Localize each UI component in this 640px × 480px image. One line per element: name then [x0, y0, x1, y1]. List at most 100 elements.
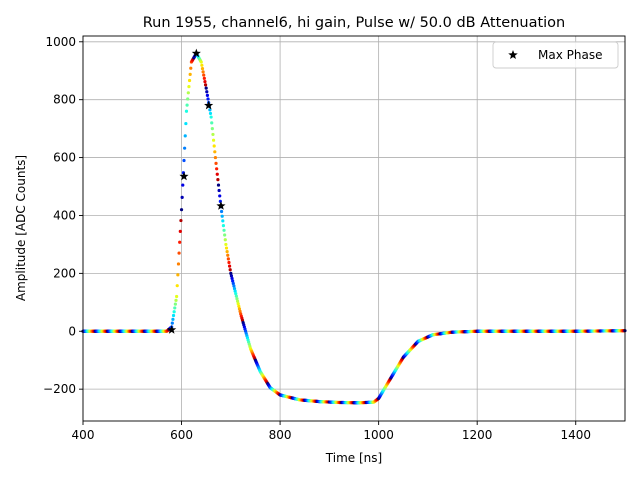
- y-tick-label: 400: [53, 208, 76, 222]
- pulse-point: [178, 240, 182, 244]
- pulse-point: [237, 307, 242, 311]
- pulse-point: [184, 121, 188, 126]
- pulse-point: [211, 138, 216, 142]
- pulse-point: [187, 78, 192, 83]
- pulse-point: [189, 66, 193, 70]
- legend: Max Phase: [492, 41, 619, 69]
- pulse-point: [229, 274, 234, 278]
- pulse-point: [236, 302, 240, 306]
- pulse-point: [227, 260, 231, 265]
- y-tick-label: 200: [53, 266, 76, 280]
- pulse-point: [221, 219, 225, 223]
- pulse-point: [218, 199, 222, 203]
- pulse-point: [186, 97, 190, 101]
- legend-label-max-phase: Max Phase: [538, 48, 602, 62]
- pulse-point: [177, 251, 181, 255]
- pulse-point: [182, 158, 186, 163]
- max-phase-marker: [204, 100, 214, 110]
- pulse-point: [218, 194, 222, 198]
- pulse-point: [226, 257, 230, 261]
- pulse-point: [225, 250, 229, 254]
- pulse-point: [230, 276, 234, 281]
- pulse-point: [208, 108, 212, 112]
- max-phase-marker: [216, 201, 226, 210]
- max-phase-series: [167, 48, 226, 334]
- x-tick-label: 800: [269, 428, 292, 442]
- pulse-point: [234, 294, 238, 298]
- chart-title: Run 1955, channel6, hi gain, Pulse w/ 50…: [143, 15, 566, 31]
- pulse-point: [184, 109, 189, 113]
- pulse-point: [200, 66, 205, 71]
- pulse-point: [210, 121, 214, 125]
- pulse-point: [232, 286, 237, 291]
- x-tick-label: 600: [170, 428, 193, 442]
- legend-box: [492, 41, 619, 69]
- pulse-point: [200, 63, 204, 67]
- pulse-point: [178, 229, 182, 233]
- pulse-point: [219, 209, 224, 214]
- pulse-point: [221, 224, 226, 228]
- pulse-point: [217, 188, 221, 193]
- y-tick-label: 1000: [45, 35, 76, 49]
- pulse-point: [209, 115, 213, 119]
- pulse-point: [173, 306, 177, 310]
- x-tick-label: 400: [72, 428, 95, 442]
- pulse-point: [227, 264, 232, 268]
- legend-star-marker: [508, 50, 518, 60]
- pulse-point: [222, 228, 226, 232]
- pulse-point: [224, 242, 228, 247]
- pulse-point: [215, 172, 219, 176]
- pulse-point: [223, 238, 227, 242]
- pulse-point: [223, 233, 227, 237]
- pulse-point: [226, 253, 230, 257]
- pulse-point: [187, 85, 191, 89]
- pulse-point: [237, 304, 241, 308]
- pulse-point: [220, 214, 224, 218]
- y-axis-ticks: −200 0 200 400 600 800 1000: [43, 35, 83, 396]
- plot-frame: [82, 35, 626, 422]
- pulse-point: [203, 79, 207, 84]
- pulse-point: [208, 111, 213, 116]
- pulse-point: [175, 284, 179, 288]
- x-tick-label: 1000: [363, 428, 394, 442]
- pulse-point: [211, 132, 215, 137]
- pulse-point: [185, 103, 189, 107]
- pulse-point: [212, 144, 216, 148]
- pulse-point: [205, 93, 210, 97]
- pulse-point: [179, 218, 183, 223]
- pulse-point: [204, 86, 208, 90]
- pulse-point: [205, 90, 209, 94]
- pulse-point: [188, 72, 192, 76]
- pulse-point: [234, 292, 238, 296]
- pulse-point: [183, 146, 187, 150]
- x-tick-label: 1200: [462, 428, 493, 442]
- pulse-point: [202, 73, 206, 77]
- pulse-point: [180, 195, 184, 199]
- pulse-point: [210, 127, 214, 131]
- pulse-point: [232, 284, 236, 288]
- pulse-point: [229, 271, 233, 275]
- pulse-point: [181, 183, 185, 187]
- pulse-point: [171, 317, 175, 321]
- pulse-point: [216, 183, 221, 187]
- pulse-point: [224, 246, 229, 250]
- y-tick-label: 800: [53, 93, 76, 107]
- pulse-point: [173, 302, 177, 306]
- pulse-point: [176, 262, 181, 266]
- x-tick-label: 1400: [560, 428, 591, 442]
- pulse-point: [174, 298, 178, 302]
- pulse-point: [176, 273, 180, 277]
- pulse-point: [233, 289, 237, 293]
- y-tick-label: −200: [43, 382, 76, 396]
- max-phase-marker: [179, 171, 189, 181]
- pulse-point: [228, 268, 232, 272]
- pulse-point: [202, 76, 206, 80]
- pulse-point: [170, 321, 174, 325]
- x-axis-ticks: 400 600 800 1000 1200 1400: [72, 421, 591, 442]
- pulse-point: [171, 313, 176, 318]
- pulse-point: [214, 161, 218, 165]
- pulse-point: [201, 70, 205, 74]
- pulse-point: [179, 208, 184, 212]
